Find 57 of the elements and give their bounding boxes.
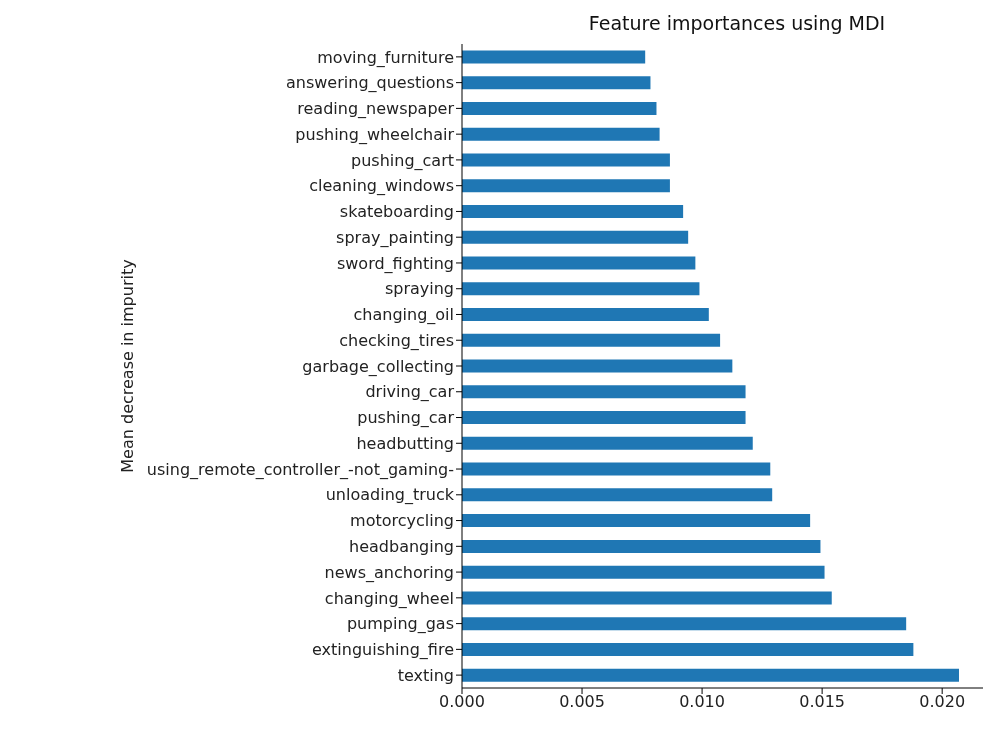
- x-tick-label: 0.000: [439, 692, 485, 712]
- bar: [462, 127, 660, 141]
- x-tick-label: 0.015: [799, 692, 846, 712]
- bar: [462, 539, 821, 553]
- x-tick-label: 0.020: [919, 692, 966, 712]
- y-tick-label: pumping_gas: [346, 614, 454, 635]
- y-tick-label: changing_wheel: [324, 588, 454, 609]
- bar: [462, 488, 773, 502]
- bar: [462, 359, 733, 373]
- bar: [462, 101, 657, 115]
- bar: [462, 565, 825, 579]
- bar: [462, 153, 670, 167]
- x-tick-label: 0.010: [679, 692, 725, 712]
- x-tick-label: 0.005: [559, 692, 605, 712]
- bar: [462, 591, 832, 605]
- bar: [462, 668, 959, 682]
- bar: [462, 308, 709, 322]
- y-tick-label: motorcycling: [350, 511, 454, 531]
- y-tick-label: spray_painting: [336, 227, 454, 248]
- y-tick-label: headbanging: [349, 537, 454, 556]
- y-tick-label: driving_car: [365, 382, 455, 403]
- y-tick-label: moving_furniture: [317, 47, 454, 68]
- bar: [462, 256, 696, 270]
- bar: [462, 230, 689, 244]
- y-tick-label: answering_questions: [286, 73, 454, 94]
- bar: [462, 205, 684, 218]
- y-tick-label: sword_fighting: [336, 253, 454, 274]
- bar: [462, 50, 646, 64]
- y-tick-label: skateboarding: [339, 202, 454, 222]
- bar: [462, 76, 651, 90]
- bar: [462, 179, 670, 193]
- y-tick-label: extinguishing_fire: [312, 640, 454, 661]
- chart-title: Feature importances using MDI: [587, 12, 887, 34]
- y-tick-label: using_remote_controller_-not_gaming-: [146, 459, 454, 480]
- bar: [462, 436, 753, 450]
- y-tick-label: headbutting: [356, 433, 454, 453]
- y-tick-label: pushing_cart: [351, 150, 454, 171]
- bar: [462, 282, 700, 296]
- y-tick-label: checking_tires: [339, 330, 454, 351]
- y-tick-label: unloading_truck: [325, 485, 455, 506]
- y-tick-label: cleaning_windows: [309, 176, 454, 197]
- y-tick-label: pushing_car: [357, 408, 455, 429]
- bar: [462, 642, 914, 656]
- y-tick-label: reading_newspaper: [297, 99, 455, 120]
- y-tick-label: pushing_wheelchair: [295, 124, 455, 145]
- bar: [462, 462, 771, 476]
- bar: [462, 411, 746, 425]
- bar: [462, 333, 721, 347]
- bar: [462, 385, 746, 399]
- y-tick-label: news_anchoring: [324, 562, 454, 583]
- y-axis-title: Mean decrease in impurity: [117, 259, 137, 473]
- y-tick-label: changing_oil: [353, 305, 454, 326]
- y-tick-label: texting: [397, 665, 454, 685]
- y-tick-label: spraying: [384, 279, 454, 299]
- bar: [462, 514, 811, 528]
- bar: [462, 617, 907, 631]
- y-tick-label: garbage_collecting: [302, 356, 454, 377]
